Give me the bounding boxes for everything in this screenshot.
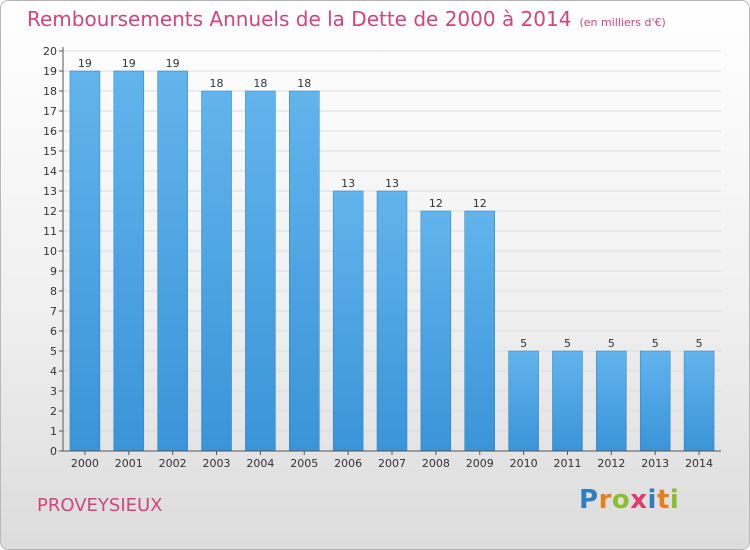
chart-unit-label: (en milliers d'€) (579, 16, 666, 29)
commune-name: PROVEYSIEUX (37, 495, 163, 516)
x-tick-label: 2014 (685, 457, 713, 470)
bar (69, 70, 101, 452)
bar (289, 90, 320, 452)
bar-value-label: 19 (78, 57, 92, 70)
logo-letter: P (579, 485, 599, 515)
x-tick-label: 2002 (159, 457, 187, 470)
logo-letter: i (647, 485, 657, 515)
y-tick-label: 3 (50, 385, 57, 398)
bar-value-label: 18 (253, 77, 267, 90)
x-tick-label: 2006 (334, 457, 362, 470)
y-tick-label: 1 (50, 425, 57, 438)
bar (683, 350, 715, 452)
logo-letter: r (598, 485, 612, 515)
y-tick-label: 8 (50, 285, 57, 298)
x-tick-label: 2007 (378, 457, 406, 470)
chart-title-text: Remboursements Annuels de la Dette de 20… (27, 7, 572, 31)
y-tick-label: 10 (43, 245, 57, 258)
x-tick-label: 2008 (422, 457, 450, 470)
bar (508, 350, 539, 452)
bar (596, 350, 627, 452)
y-tick-label: 16 (43, 125, 57, 138)
bar (376, 190, 408, 452)
y-tick-label: 17 (43, 105, 57, 118)
y-tick-label: 9 (50, 265, 57, 278)
bar (201, 90, 232, 452)
y-tick-label: 18 (43, 85, 57, 98)
logo-letter: t (656, 485, 670, 515)
logo-letter: o (611, 485, 631, 515)
bar-value-label: 5 (608, 337, 615, 350)
bar-value-label: 5 (520, 337, 527, 350)
x-tick-label: 2011 (553, 457, 581, 470)
y-tick-label: 2 (50, 405, 57, 418)
bar (552, 350, 583, 452)
bar-value-label: 12 (429, 197, 443, 210)
bar (157, 70, 188, 452)
bar-value-label: 19 (122, 57, 136, 70)
bar (332, 190, 364, 452)
bar (464, 210, 495, 452)
x-tick-label: 2004 (246, 457, 274, 470)
logo-letter: i (669, 485, 680, 515)
chart-title: Remboursements Annuels de la Dette de 20… (27, 7, 666, 31)
bar-value-label: 18 (210, 77, 224, 90)
x-tick-label: 2009 (466, 457, 494, 470)
y-tick-label: 4 (50, 365, 57, 378)
bar-value-label: 13 (385, 177, 399, 190)
bar-value-label: 13 (341, 177, 355, 190)
bar-value-label: 19 (166, 57, 180, 70)
x-tick-label: 2013 (641, 457, 669, 470)
y-tick-label: 5 (50, 345, 57, 358)
y-tick-label: 13 (43, 185, 57, 198)
x-tick-label: 2005 (290, 457, 318, 470)
y-tick-label: 12 (43, 205, 57, 218)
proxiti-logo: Proxiti (579, 485, 679, 515)
y-tick-label: 7 (50, 305, 57, 318)
y-tick-label: 15 (43, 145, 57, 158)
y-tick-label: 14 (43, 165, 57, 178)
x-tick-label: 2000 (71, 457, 99, 470)
y-tick-label: 0 (50, 445, 57, 458)
bar-value-label: 18 (297, 77, 311, 90)
bar-value-label: 12 (473, 197, 487, 210)
bar-value-label: 5 (652, 337, 659, 350)
x-tick-label: 2001 (115, 457, 143, 470)
bar (420, 210, 452, 452)
bar (113, 70, 145, 452)
y-tick-label: 6 (50, 325, 57, 338)
bar-value-label: 5 (696, 337, 703, 350)
logo-letter: x (630, 485, 648, 515)
bar (245, 90, 276, 452)
bar-value-label: 5 (564, 337, 571, 350)
x-tick-label: 2010 (510, 457, 538, 470)
y-tick-label: 20 (43, 45, 57, 58)
x-tick-label: 2012 (597, 457, 625, 470)
y-tick-label: 19 (43, 65, 57, 78)
y-tick-label: 11 (43, 225, 57, 238)
bar (639, 350, 671, 452)
x-tick-label: 2003 (203, 457, 231, 470)
